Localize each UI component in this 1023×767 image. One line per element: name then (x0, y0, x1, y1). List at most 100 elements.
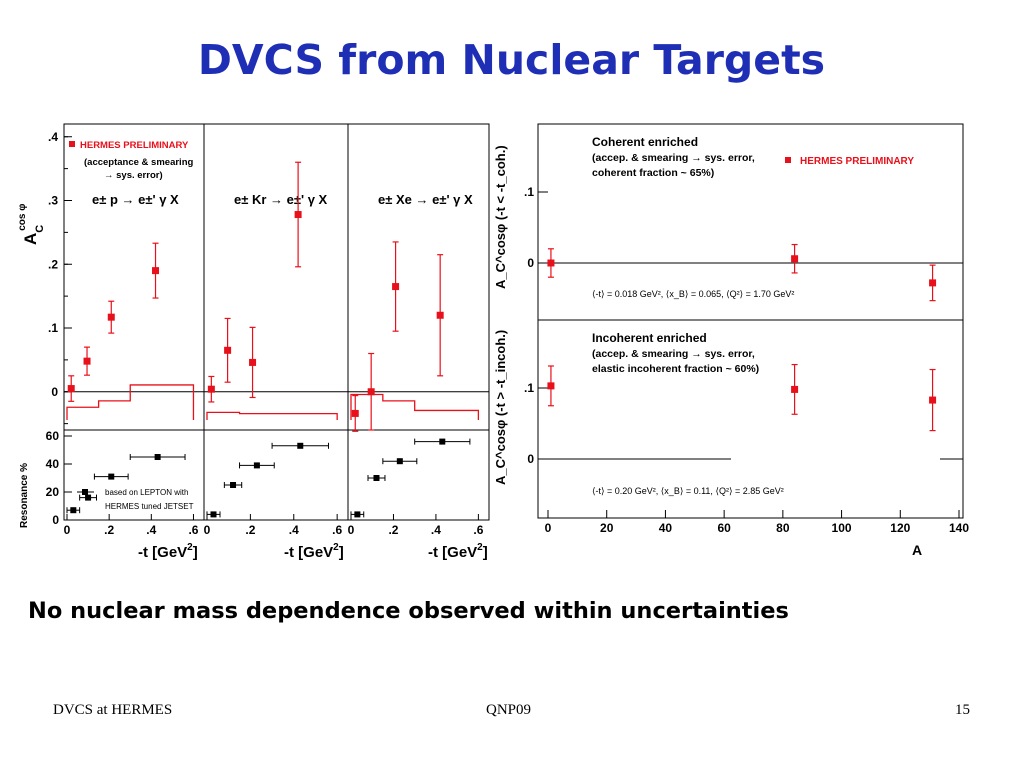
x-tick-label: 80 (776, 521, 790, 535)
incoherent-kinematics: ⟨-t⟩ = 0.20 GeV², ⟨x_B⟩ = 0.11, ⟨Q²⟩ = 2… (592, 486, 784, 496)
x-tick-label: .6 (188, 523, 198, 537)
x-tick-label: .4 (431, 523, 441, 537)
resonance-point (373, 475, 380, 481)
right-figure: 0 .1 A_C^cosφ (-t < -t_coh.) 0 .1 A_C^cosφ (-… (493, 123, 969, 558)
y-tick-label: .1 (524, 381, 534, 395)
resonance-y-label: Resonance % (19, 463, 30, 528)
sys-error-band (350, 393, 480, 420)
resonance-note-1: based on LEPTON with (105, 488, 188, 497)
y-tick-label: .2 (48, 257, 58, 271)
conclusion-text: No nuclear mass dependence observed with… (28, 598, 789, 624)
x-axis-label-sup: 2 (333, 542, 339, 553)
incoherent-line-1: (accep. & smearing → sys. error, (592, 348, 755, 360)
legend-acceptance-2: → sys. error) (104, 170, 163, 181)
y-tick-label: .1 (524, 185, 534, 199)
resonance-point (396, 458, 403, 465)
footer-left: DVCS at HERMES (53, 702, 173, 718)
left-figure: 0 .1 .2 .3 .4 ACcos φ e± p → e±' γ X e± Kr → e±… (17, 123, 490, 561)
x-axis-label: A (912, 542, 922, 558)
legend-marker (69, 141, 75, 147)
y-axis-label-sub: C (34, 225, 46, 233)
x-tick-label: 100 (832, 521, 852, 535)
y-axis-label: ACcos φ (17, 204, 46, 245)
data-point (152, 267, 160, 275)
data-point (436, 311, 444, 319)
resonance-point (230, 482, 237, 488)
x-tick-label: 20 (600, 521, 614, 535)
y-tick-label: .4 (48, 130, 58, 144)
footer-center: QNP09 (486, 702, 532, 718)
left-plot-frame (63, 123, 490, 521)
data-point (791, 255, 799, 263)
x-tick-label: .4 (289, 523, 299, 537)
data-point (249, 358, 257, 366)
y-axis-label: A_C^cosφ (-t < -t_coh.) (493, 145, 508, 289)
right-plot-frame (537, 123, 964, 519)
coherent-line-1: (accep. & smearing → sys. error, (592, 152, 755, 164)
data-point (294, 211, 302, 219)
y-tick-label: .1 (48, 321, 58, 335)
y-tick-label: 60 (46, 429, 60, 443)
resonance-point (354, 511, 361, 518)
x-tick-label: .2 (388, 523, 398, 537)
coherent-title: Coherent enriched (592, 135, 698, 149)
x-tick-label: 0 (545, 521, 552, 535)
resonance-point (70, 507, 77, 514)
x-tick-label: .2 (245, 523, 255, 537)
resonance-point (210, 511, 217, 518)
y-axis-label: A_C^cosφ (-t > -t_incoh.) (493, 330, 508, 485)
data-point (929, 396, 937, 404)
data-point (107, 313, 115, 321)
sys-error-band (66, 384, 195, 420)
y-tick-label: .3 (48, 194, 58, 208)
x-tick-label: .4 (146, 523, 156, 537)
x-axis-label-sup: 2 (187, 542, 193, 553)
x-axis-label-end: ] (339, 544, 344, 561)
resonance-point (108, 473, 115, 480)
legend-preliminary: HERMES PRELIMINARY (800, 156, 914, 167)
slide-title: DVCS from Nuclear Targets (197, 36, 826, 84)
data-point (207, 385, 215, 393)
reaction-label: e± p → e±' γ X (92, 192, 179, 207)
resonance-point (253, 462, 260, 469)
resonance-point (439, 438, 446, 445)
y-tick-label: 0 (52, 513, 59, 527)
x-tick-label: 60 (717, 521, 731, 535)
x-axis-label: -t [GeV2] (428, 542, 488, 561)
x-axis-label-sup: 2 (477, 542, 483, 553)
reaction-label: e± Kr → e±' γ X (234, 192, 328, 207)
resonance-point (85, 494, 92, 501)
x-tick-label: .2 (104, 523, 114, 537)
coherent-line-2: coherent fraction ~ 65%) (592, 167, 714, 179)
x-tick-label: .6 (473, 523, 483, 537)
legend-acceptance-1: (acceptance & smearing (84, 157, 193, 168)
page-number: 15 (955, 702, 970, 718)
data-point (547, 259, 555, 267)
x-tick-label: 0 (204, 523, 211, 537)
legend-preliminary: HERMES PRELIMINARY (80, 140, 189, 151)
x-axis-label-end: ] (193, 544, 198, 561)
x-tick-label: 140 (949, 521, 969, 535)
reaction-label: e± Xe → e±' γ X (378, 192, 473, 207)
resonance-point (154, 454, 161, 460)
y-tick-label: 0 (527, 256, 534, 270)
sys-error-band (206, 411, 338, 420)
data-point (351, 409, 359, 417)
x-tick-label: 40 (659, 521, 673, 535)
x-tick-label: 120 (890, 521, 910, 535)
x-tick-label: 0 (64, 523, 71, 537)
y-tick-label: 0 (527, 452, 534, 466)
data-point (67, 385, 75, 393)
y-axis-label-sup: cos φ (17, 204, 28, 231)
x-tick-label: .6 (332, 523, 342, 537)
data-point (392, 283, 400, 291)
data-point (83, 357, 91, 365)
resonance-point (297, 442, 304, 449)
x-axis-label: -t [GeV2] (138, 542, 198, 561)
data-point (791, 385, 799, 393)
data-point (224, 346, 232, 354)
y-tick-label: 0 (51, 385, 58, 399)
y-tick-label: 40 (46, 457, 60, 471)
x-axis-label: -t [GeV2] (284, 542, 344, 561)
